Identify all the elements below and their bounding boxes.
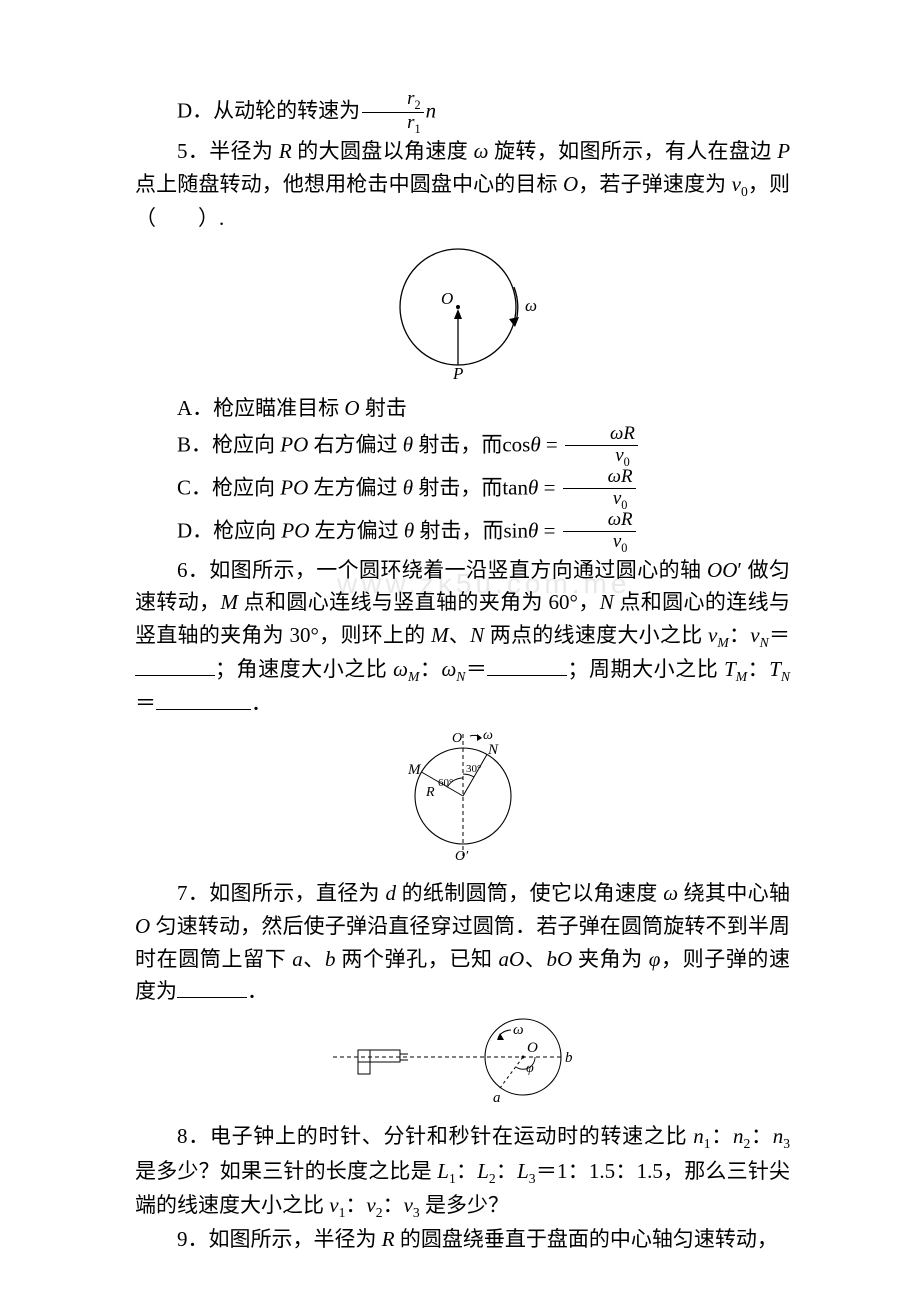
q5-svg: O P ω <box>363 239 563 379</box>
q6-svg: O ω M N R 60° 30° O′ <box>378 724 548 864</box>
document-page: D．从动轮的转速为r2r1n 5．半径为 R 的大圆盘以角速度 ω 旋转，如图所… <box>0 0 920 1296</box>
q6-label-o-top: O <box>452 731 462 746</box>
q4-option-d: D．从动轮的转速为r2r1n <box>135 90 790 135</box>
q5-option-c: C．枪应向 PO 左方偏过 θ 射击，而tanθ = ωRv0 <box>135 468 790 511</box>
q6-blank-1 <box>135 654 215 676</box>
q4-optd-tail: n <box>426 98 437 122</box>
q6-stem: www.zk5u.com.me 6．如图所示，一个圆环绕着一沿竖直方向通过圆心的… <box>135 554 790 720</box>
q7-label-a: a <box>493 1090 501 1106</box>
q7-stem: 7．如图所示，直径为 d 的纸制圆筒，使它以角速度 ω 绕其中心轴 O 匀速转动… <box>135 877 790 1007</box>
q6-diagram: O ω M N R 60° 30° O′ <box>135 724 790 874</box>
q6-label-n: N <box>487 742 499 758</box>
q6-label-60: 60° <box>438 777 453 789</box>
q5-diagram: O P ω <box>135 239 790 389</box>
watermark-text: www.zk5u.com.me <box>295 562 630 605</box>
q7-label-o: O <box>527 1040 538 1056</box>
q7-diagram: O ω φ b a <box>135 1012 790 1117</box>
q7-label-omega: ω <box>513 1022 524 1038</box>
q5-label-omega: ω <box>525 296 537 315</box>
q9-stem: 9．如图所示，半径为 R 的圆盘绕垂直于盘面的中心轴匀速转动， <box>135 1223 790 1256</box>
q5-option-d: D．枪应向 PO 左方偏过 θ 射击，而sinθ = ωRv0 <box>135 511 790 554</box>
q6-blank-2 <box>487 654 567 676</box>
q7-label-b: b <box>565 1050 573 1066</box>
q7-blank <box>177 976 247 998</box>
q7-svg: O ω φ b a <box>313 1012 613 1107</box>
q6-blank-3 <box>156 688 251 710</box>
q5-option-b: B．枪应向 PO 右方偏过 θ 射击，而cosθ = ωRv0 <box>135 425 790 468</box>
q6-label-o-bottom: O′ <box>455 849 469 864</box>
q5-stem: 5．半径为 R 的大圆盘以角速度 ω 旋转，如图所示，有人在盘边 P 点上随盘转… <box>135 135 790 234</box>
q6-label-30: 30° <box>466 763 481 775</box>
q6-label-omega: ω <box>483 728 493 743</box>
q5-label-o: O <box>441 289 453 308</box>
q6-label-r: R <box>425 785 435 800</box>
q6-label-m: M <box>407 762 422 778</box>
q5-label-p: P <box>452 364 463 379</box>
q4-optd-fraction: r2r1 <box>362 90 424 135</box>
q8-stem: 8．电子钟上的时针、分针和秒针在运动时的转速之比 n1：n2：n3 是多少？如果… <box>135 1120 790 1223</box>
q7-label-phi: φ <box>526 1061 534 1076</box>
q5-option-a: A．枪应瞄准目标 O 射击 <box>135 392 790 425</box>
q4-optd-prefix: D．从动轮的转速为 <box>177 98 360 122</box>
